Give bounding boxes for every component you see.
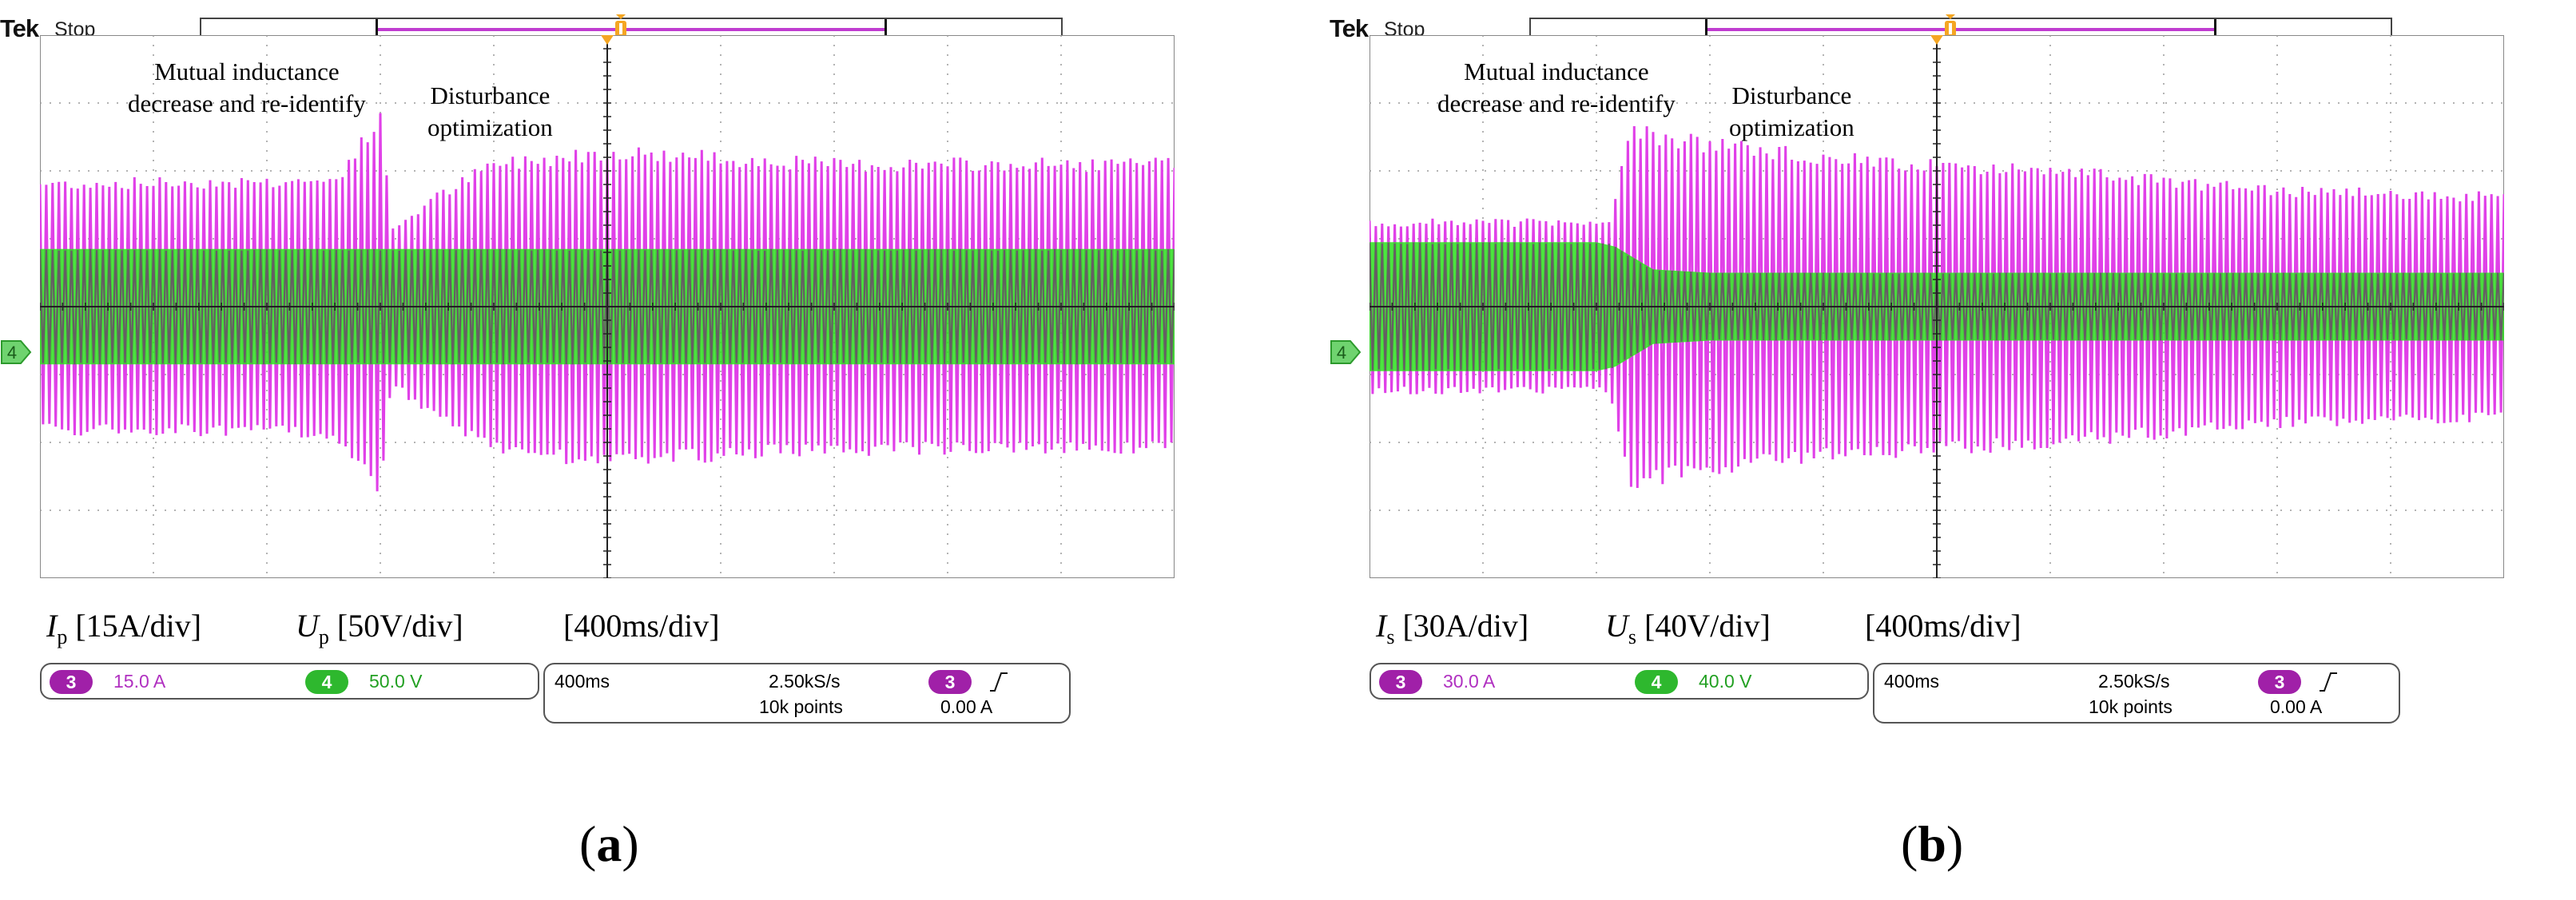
- scope-panel-b: Tek Stop 4 Mutual inductance decrease an…: [1330, 0, 2576, 900]
- channel-4-ground-marker: 4: [1, 340, 32, 364]
- annotation-disturbance: Disturbance optimization: [1729, 80, 1854, 144]
- voltage-scale-label: Us [40V/div]: [1605, 607, 1771, 649]
- channel-4-marker-text: 4: [7, 343, 17, 363]
- rising-edge-icon: [990, 672, 1008, 692]
- time-scale-label: [400ms/div]: [563, 608, 720, 644]
- channel-readout-box: 3 15.0 A 4 50.0 V: [40, 663, 539, 700]
- oscilloscope-screen-a: [40, 35, 1175, 578]
- annotation-mutual-inductance: Mutual inductance decrease and re-identi…: [1437, 56, 1676, 120]
- channel-3-chip[interactable]: 3: [1379, 670, 1422, 694]
- trigger-source-chip[interactable]: 3: [2258, 670, 2301, 694]
- voltage-scale-label: Up [50V/div]: [296, 607, 463, 649]
- record-window: [376, 19, 887, 40]
- channel-3-chip[interactable]: 3: [50, 670, 93, 694]
- trigger-position-icon: [615, 14, 626, 37]
- trigger-position-icon: [1945, 14, 1956, 37]
- sample-rate: 2.50kS/s: [769, 671, 841, 692]
- voltage-symbol: U: [1605, 608, 1628, 644]
- tek-brand: Tek: [0, 14, 39, 42]
- timebase-readout-box: 400ms 2.50kS/s 10k points 3 0.00 A: [1873, 663, 2400, 724]
- voltage-symbol: U: [296, 608, 319, 644]
- scope-panel-a: Tek Stop 4 Mutual inductance decrease an…: [0, 0, 1246, 900]
- time-per-div: 400ms: [1884, 671, 1940, 692]
- record-length: 10k points: [2089, 696, 2173, 717]
- figure-caption-a: (a): [579, 815, 639, 872]
- time-scale-label: [400ms/div]: [1865, 608, 2021, 644]
- trigger-arrow-icon: [1930, 35, 1943, 45]
- current-subscript: p: [57, 625, 68, 648]
- trigger-level: 0.00 A: [2270, 696, 2323, 717]
- current-scale-value: [30A/div]: [1402, 608, 1529, 644]
- trigger-source-chip[interactable]: 3: [928, 670, 972, 694]
- voltage-subscript: s: [1628, 625, 1637, 648]
- record-length: 10k points: [759, 696, 843, 717]
- annotation-mutual-line-2: decrease and re-identify: [128, 89, 366, 117]
- channel-4-marker-text: 4: [1337, 343, 1346, 363]
- annotation-disturbance-line-1: Disturbance: [430, 81, 551, 109]
- annotation-disturbance-line-2: optimization: [1729, 113, 1854, 141]
- current-symbol: I: [46, 608, 58, 644]
- voltage-scale-value: [40V/div]: [1644, 608, 1771, 644]
- channel-readout-box: 3 30.0 A 4 40.0 V: [1369, 663, 1869, 700]
- timebase-readout-box: 400ms 2.50kS/s 10k points 3 0.00 A: [543, 663, 1071, 724]
- current-symbol: I: [1376, 608, 1387, 644]
- record-window-line: [378, 28, 885, 31]
- time-per-div: 400ms: [555, 671, 610, 692]
- channel-3-scale: 30.0 A: [1443, 671, 1496, 692]
- current-subscript: s: [1386, 625, 1395, 648]
- annotation-disturbance-line-2: optimization: [427, 113, 553, 141]
- annotation-mutual-inductance: Mutual inductance decrease and re-identi…: [128, 56, 366, 120]
- voltage-subscript: p: [318, 625, 329, 648]
- channel-4-scale: 50.0 V: [369, 671, 423, 692]
- rising-edge-icon: [2320, 672, 2337, 692]
- channel-4-chip[interactable]: 4: [305, 670, 348, 694]
- channel-4-chip[interactable]: 4: [1635, 670, 1678, 694]
- tek-brand: Tek: [1330, 14, 1369, 42]
- annotation-disturbance-line-1: Disturbance: [1731, 81, 1852, 109]
- trigger-arrow-icon: [601, 35, 614, 45]
- channel-4-ground-marker: 4: [1330, 340, 1362, 364]
- record-window-line: [1707, 28, 2214, 31]
- annotation-disturbance: Disturbance optimization: [427, 80, 553, 144]
- sample-rate: 2.50kS/s: [2098, 671, 2170, 692]
- oscilloscope-screen-b: [1369, 35, 2504, 578]
- current-scale-label: Ip [15A/div]: [46, 607, 201, 649]
- trigger-level: 0.00 A: [940, 696, 993, 717]
- annotation-mutual-line-2: decrease and re-identify: [1437, 89, 1676, 117]
- current-scale-label: Is [30A/div]: [1376, 607, 1529, 649]
- annotation-mutual-line-1: Mutual inductance: [154, 57, 340, 85]
- record-window: [1705, 19, 2216, 40]
- figure-caption-b: (b): [1901, 815, 1964, 872]
- channel-3-scale: 15.0 A: [113, 671, 166, 692]
- voltage-scale-value: [50V/div]: [336, 608, 463, 644]
- annotation-mutual-line-1: Mutual inductance: [1464, 57, 1649, 85]
- current-scale-value: [15A/div]: [75, 608, 202, 644]
- channel-4-scale: 40.0 V: [1699, 671, 1752, 692]
